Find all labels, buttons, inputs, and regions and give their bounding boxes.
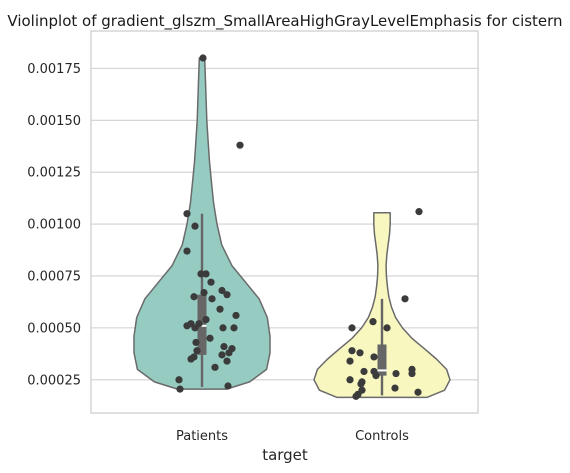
- data-point: [370, 353, 378, 361]
- data-point: [183, 322, 191, 330]
- data-point: [346, 357, 354, 365]
- y-tick-label: 0.00125: [27, 166, 81, 181]
- data-point: [191, 222, 199, 230]
- data-point: [352, 392, 360, 400]
- data-point: [183, 247, 191, 255]
- data-point: [216, 305, 224, 313]
- data-point: [415, 208, 423, 216]
- data-point: [211, 363, 219, 371]
- data-point: [223, 291, 231, 299]
- data-point: [225, 349, 233, 357]
- data-point: [230, 324, 238, 332]
- iqr-box-controls: [377, 344, 387, 376]
- y-tick-label: 0.00025: [27, 373, 81, 388]
- data-point: [175, 376, 183, 384]
- data-point: [356, 349, 364, 357]
- x-axis-label: target: [262, 446, 308, 464]
- data-point: [348, 347, 356, 355]
- x-axis-ticks: Patients Controls: [176, 429, 409, 444]
- data-point: [372, 372, 380, 380]
- data-point: [220, 342, 228, 351]
- data-point: [192, 338, 200, 347]
- violins: [133, 57, 451, 399]
- data-points: [175, 54, 423, 400]
- data-point: [197, 270, 205, 278]
- data-point: [401, 295, 409, 303]
- y-tick-label: 0.00175: [27, 62, 81, 77]
- data-point: [369, 318, 377, 326]
- plot-frame: [90, 30, 479, 414]
- data-point: [224, 382, 232, 390]
- data-point: [218, 286, 226, 295]
- data-point: [218, 351, 226, 359]
- y-axis-ticks: 0.00025 0.00050 0.00075 0.00100 0.00125 0.001…: [27, 62, 81, 388]
- x-tick-label: Patients: [176, 429, 228, 444]
- data-point: [357, 380, 365, 388]
- chart-title: Violinplot of gradient_glszm_SmallAreaHi…: [7, 12, 562, 31]
- data-point: [232, 311, 240, 320]
- data-point: [202, 270, 210, 278]
- data-point: [207, 278, 215, 286]
- data-point: [193, 347, 201, 355]
- data-point: [383, 324, 391, 332]
- data-point: [176, 385, 184, 393]
- data-point: [191, 324, 199, 332]
- data-point: [183, 210, 191, 218]
- data-point: [346, 376, 354, 384]
- data-point: [219, 324, 227, 332]
- data-point: [348, 324, 356, 332]
- data-point: [190, 293, 198, 301]
- data-point: [391, 384, 399, 392]
- data-point: [223, 357, 231, 365]
- data-point: [392, 369, 400, 378]
- y-tick-label: 0.00050: [27, 321, 81, 336]
- data-point: [236, 141, 244, 149]
- data-point: [200, 288, 208, 297]
- data-point: [202, 315, 210, 324]
- data-point: [208, 295, 216, 303]
- data-point: [206, 334, 214, 342]
- data-point: [187, 355, 195, 363]
- data-point: [199, 54, 207, 62]
- x-tick-label: Controls: [355, 429, 409, 444]
- data-point: [414, 388, 422, 396]
- y-tick-label: 0.00150: [27, 114, 81, 129]
- y-tick-label: 0.00100: [27, 218, 81, 233]
- data-point: [360, 367, 368, 376]
- y-tick-label: 0.00075: [27, 269, 81, 284]
- data-point: [408, 369, 416, 378]
